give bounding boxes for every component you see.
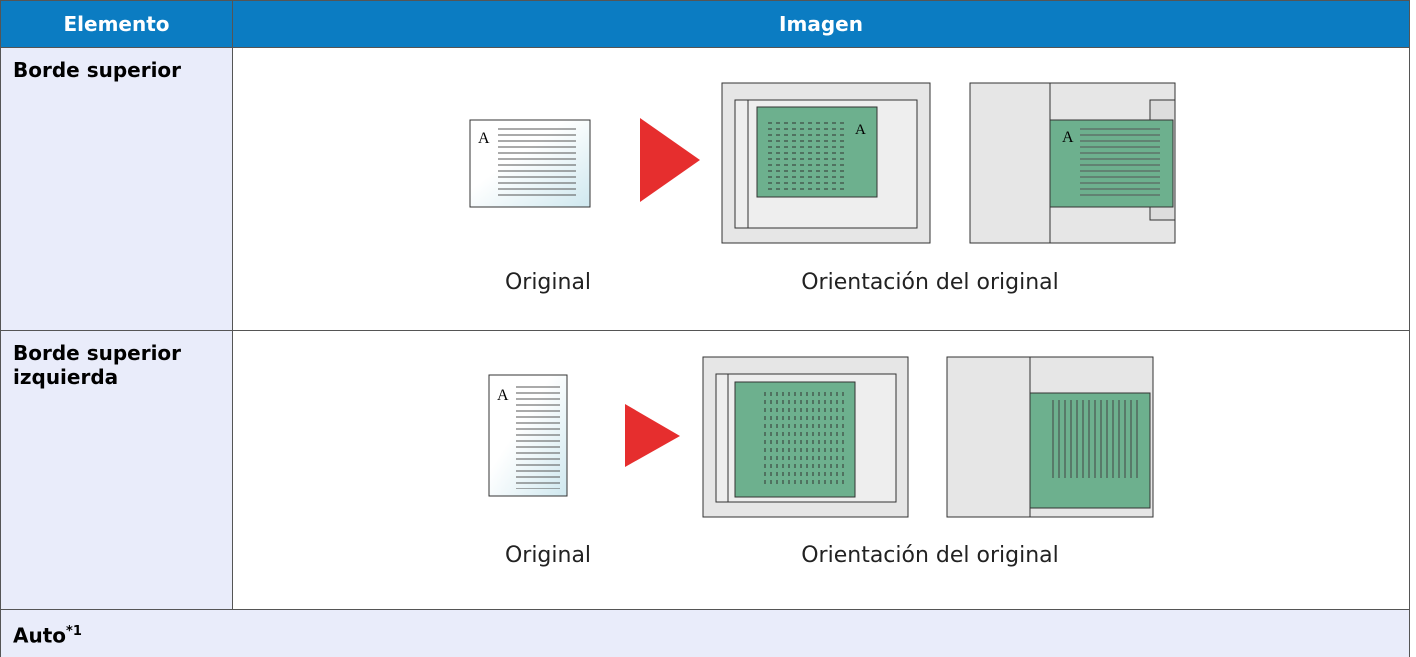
svg-text:A: A	[478, 130, 490, 147]
caption: Orientación del original	[801, 543, 1059, 568]
svg-text:A: A	[855, 122, 866, 138]
footnote-mark: *1	[66, 624, 82, 639]
footer-cell: Auto*1	[0, 609, 1410, 657]
item-cell: Borde superior izquierda	[0, 330, 233, 610]
caption: Original	[504, 543, 592, 568]
row1-art: A A A	[469, 82, 1176, 244]
caption: Orientación del original	[801, 270, 1059, 295]
row2-art: A	[488, 356, 1154, 518]
svg-text:A: A	[497, 387, 509, 404]
header-cell: Elemento	[0, 0, 233, 48]
footer-label: Auto	[13, 623, 67, 648]
item-cell: Borde superior	[0, 47, 233, 331]
caption: Original	[504, 270, 592, 295]
svg-text:A: A	[1062, 129, 1074, 146]
